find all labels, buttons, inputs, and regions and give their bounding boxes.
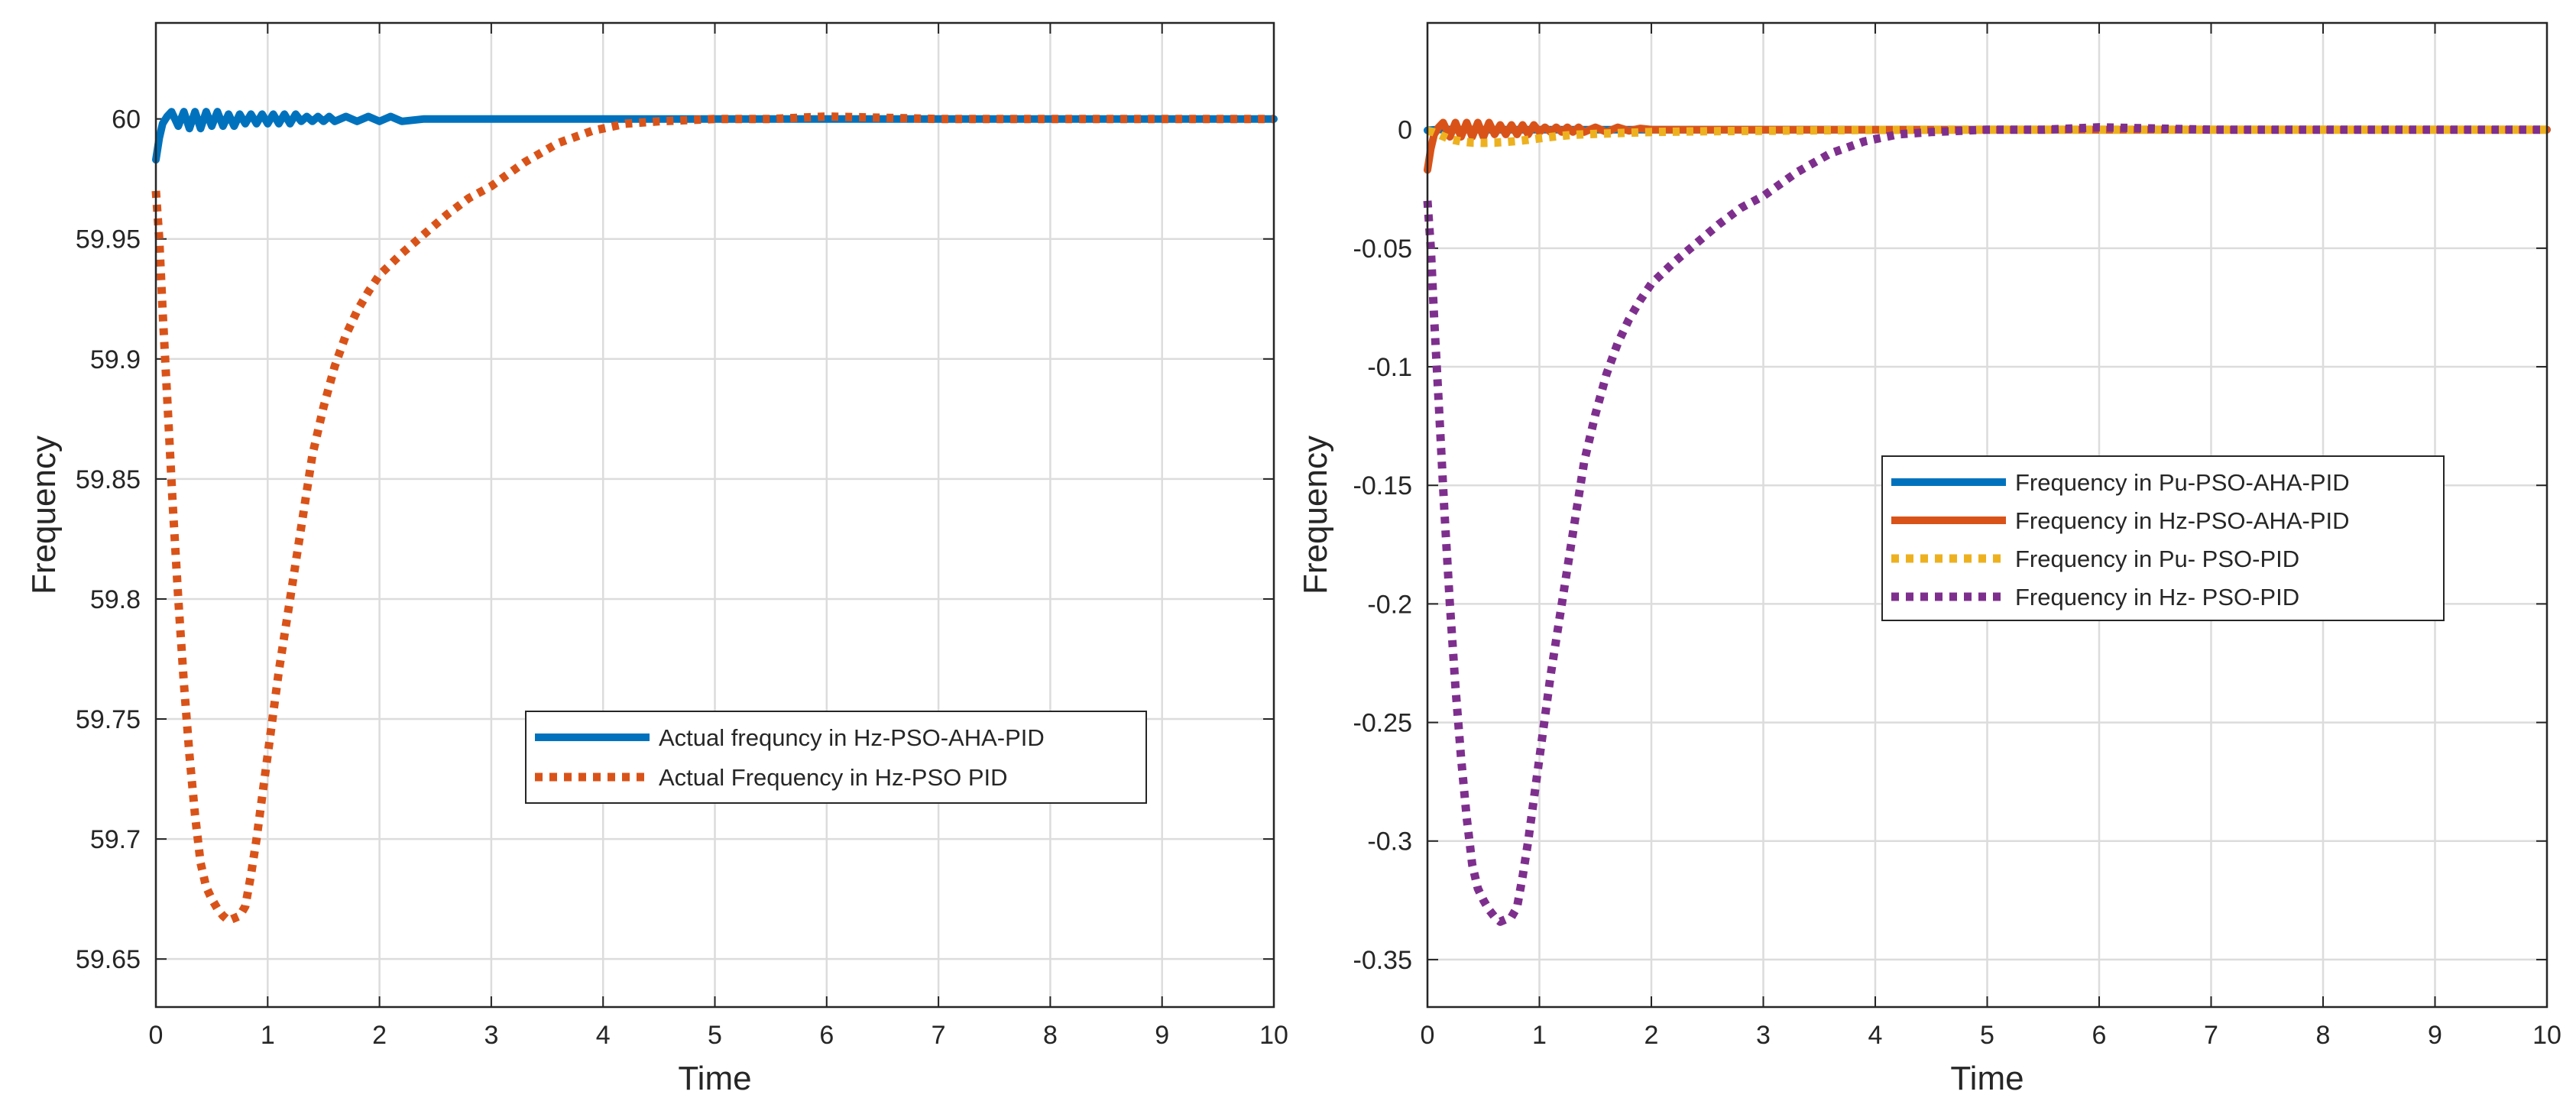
series-line-2 bbox=[1424, 118, 2551, 174]
x-tick-label: 1 bbox=[1532, 1021, 1547, 1050]
x-tick-label: 3 bbox=[1756, 1021, 1771, 1050]
legend-label: Actual Frequency in Hz-PSO PID bbox=[659, 764, 1008, 791]
series-line-3 bbox=[1426, 125, 2547, 147]
x-tick-label: 7 bbox=[932, 1021, 946, 1050]
x-tick-label: 9 bbox=[2428, 1021, 2442, 1050]
series-group bbox=[1423, 118, 2551, 926]
x-tick-label: 5 bbox=[1980, 1021, 1994, 1050]
x-tick-label: 2 bbox=[1644, 1021, 1659, 1050]
x-tick-label: 0 bbox=[149, 1021, 164, 1050]
legend-label: Frequency in Hz-PSO-AHA-PID bbox=[2015, 507, 2350, 534]
x-tick-label: 1 bbox=[261, 1021, 275, 1050]
y-tick-label: 59.7 bbox=[90, 825, 141, 854]
series-line-1 bbox=[152, 108, 1278, 164]
x-tick-label: 0 bbox=[1421, 1021, 1435, 1050]
y-tick-label: 59.8 bbox=[90, 585, 141, 614]
x-tick-label: 7 bbox=[2204, 1021, 2218, 1050]
chart-right: 0 1 2 3 4 5 6 7 8 9 10 -0.35 -0.3 -0.25 -0.2 -0.15 -0.1 -… bbox=[1297, 21, 2561, 1097]
y-tick-label: 59.75 bbox=[76, 705, 141, 734]
x-tick-label: 8 bbox=[2316, 1021, 2331, 1050]
legend-label: Frequency in Hz- PSO-PID bbox=[2015, 584, 2299, 610]
x-tick-label: 4 bbox=[596, 1021, 611, 1050]
chart-left: 0 1 2 3 4 5 6 7 8 9 1059.6559.759.7559.859.8559.95… bbox=[25, 21, 1288, 1097]
y-tick-label: -0.05 bbox=[1353, 235, 1413, 264]
x-tick-label: 3 bbox=[484, 1021, 498, 1050]
axes-box bbox=[154, 21, 1275, 1009]
x-axis-label: Time bbox=[678, 1060, 751, 1097]
y-tick-label: -0.35 bbox=[1353, 946, 1413, 975]
axes-box bbox=[1426, 21, 2548, 1009]
legend-label: Actual frequncy in Hz-PSO-AHA-PID bbox=[659, 724, 1045, 751]
y-tick-label: -0.15 bbox=[1353, 471, 1413, 500]
x-tick-label: 9 bbox=[1155, 1021, 1169, 1050]
y-tick-label: -0.25 bbox=[1353, 709, 1413, 738]
legend: Frequency in Pu-PSO-AHA-PID Frequency in … bbox=[1881, 455, 2445, 621]
y-tick-label: -0.3 bbox=[1367, 827, 1412, 857]
tick-labels: 0 1 2 3 4 5 6 7 8 9 1059.6559.759.7559.859.8559.95… bbox=[76, 105, 1288, 1050]
y-tick-label: -0.1 bbox=[1367, 353, 1412, 382]
legend: Actual frequncy in Hz-PSO-AHA-PID Actual … bbox=[525, 711, 1147, 804]
x-axis-label: Time bbox=[1950, 1060, 2024, 1097]
legend-label: Frequency in Pu- PSO-PID bbox=[2015, 546, 2299, 572]
x-tick-label: 6 bbox=[2092, 1021, 2107, 1050]
x-tick-label: 6 bbox=[819, 1021, 834, 1050]
series-line-2 bbox=[151, 112, 1274, 925]
y-tick-label: 59.65 bbox=[76, 945, 141, 974]
series-group bbox=[151, 108, 1278, 925]
x-tick-label: 10 bbox=[1259, 1021, 1288, 1050]
y-tick-label: 59.9 bbox=[90, 345, 141, 374]
tick-labels: 0 1 2 3 4 5 6 7 8 9 10 -0.35 -0.3 -0.25 -0.2 -0.15 -0.1 -… bbox=[1353, 116, 2561, 1050]
legend-label: Frequency in Pu-PSO-AHA-PID bbox=[2015, 469, 2350, 496]
y-tick-label: 59.85 bbox=[76, 465, 141, 494]
y-axis-label: Frequency bbox=[1297, 436, 1334, 594]
y-tick-label: 0 bbox=[1398, 116, 1412, 145]
x-tick-label: 10 bbox=[2532, 1021, 2561, 1050]
y-tick-label: 60 bbox=[112, 105, 141, 134]
legend-box bbox=[525, 711, 1147, 804]
y-tick-label: 59.95 bbox=[76, 225, 141, 254]
x-tick-label: 2 bbox=[372, 1021, 387, 1050]
x-tick-label: 8 bbox=[1043, 1021, 1058, 1050]
x-tick-label: 4 bbox=[1868, 1021, 1883, 1050]
y-tick-label: -0.2 bbox=[1367, 590, 1412, 619]
x-tick-label: 5 bbox=[708, 1021, 722, 1050]
y-axis-label: Frequency bbox=[25, 436, 63, 594]
series-line-4 bbox=[1423, 123, 2547, 926]
